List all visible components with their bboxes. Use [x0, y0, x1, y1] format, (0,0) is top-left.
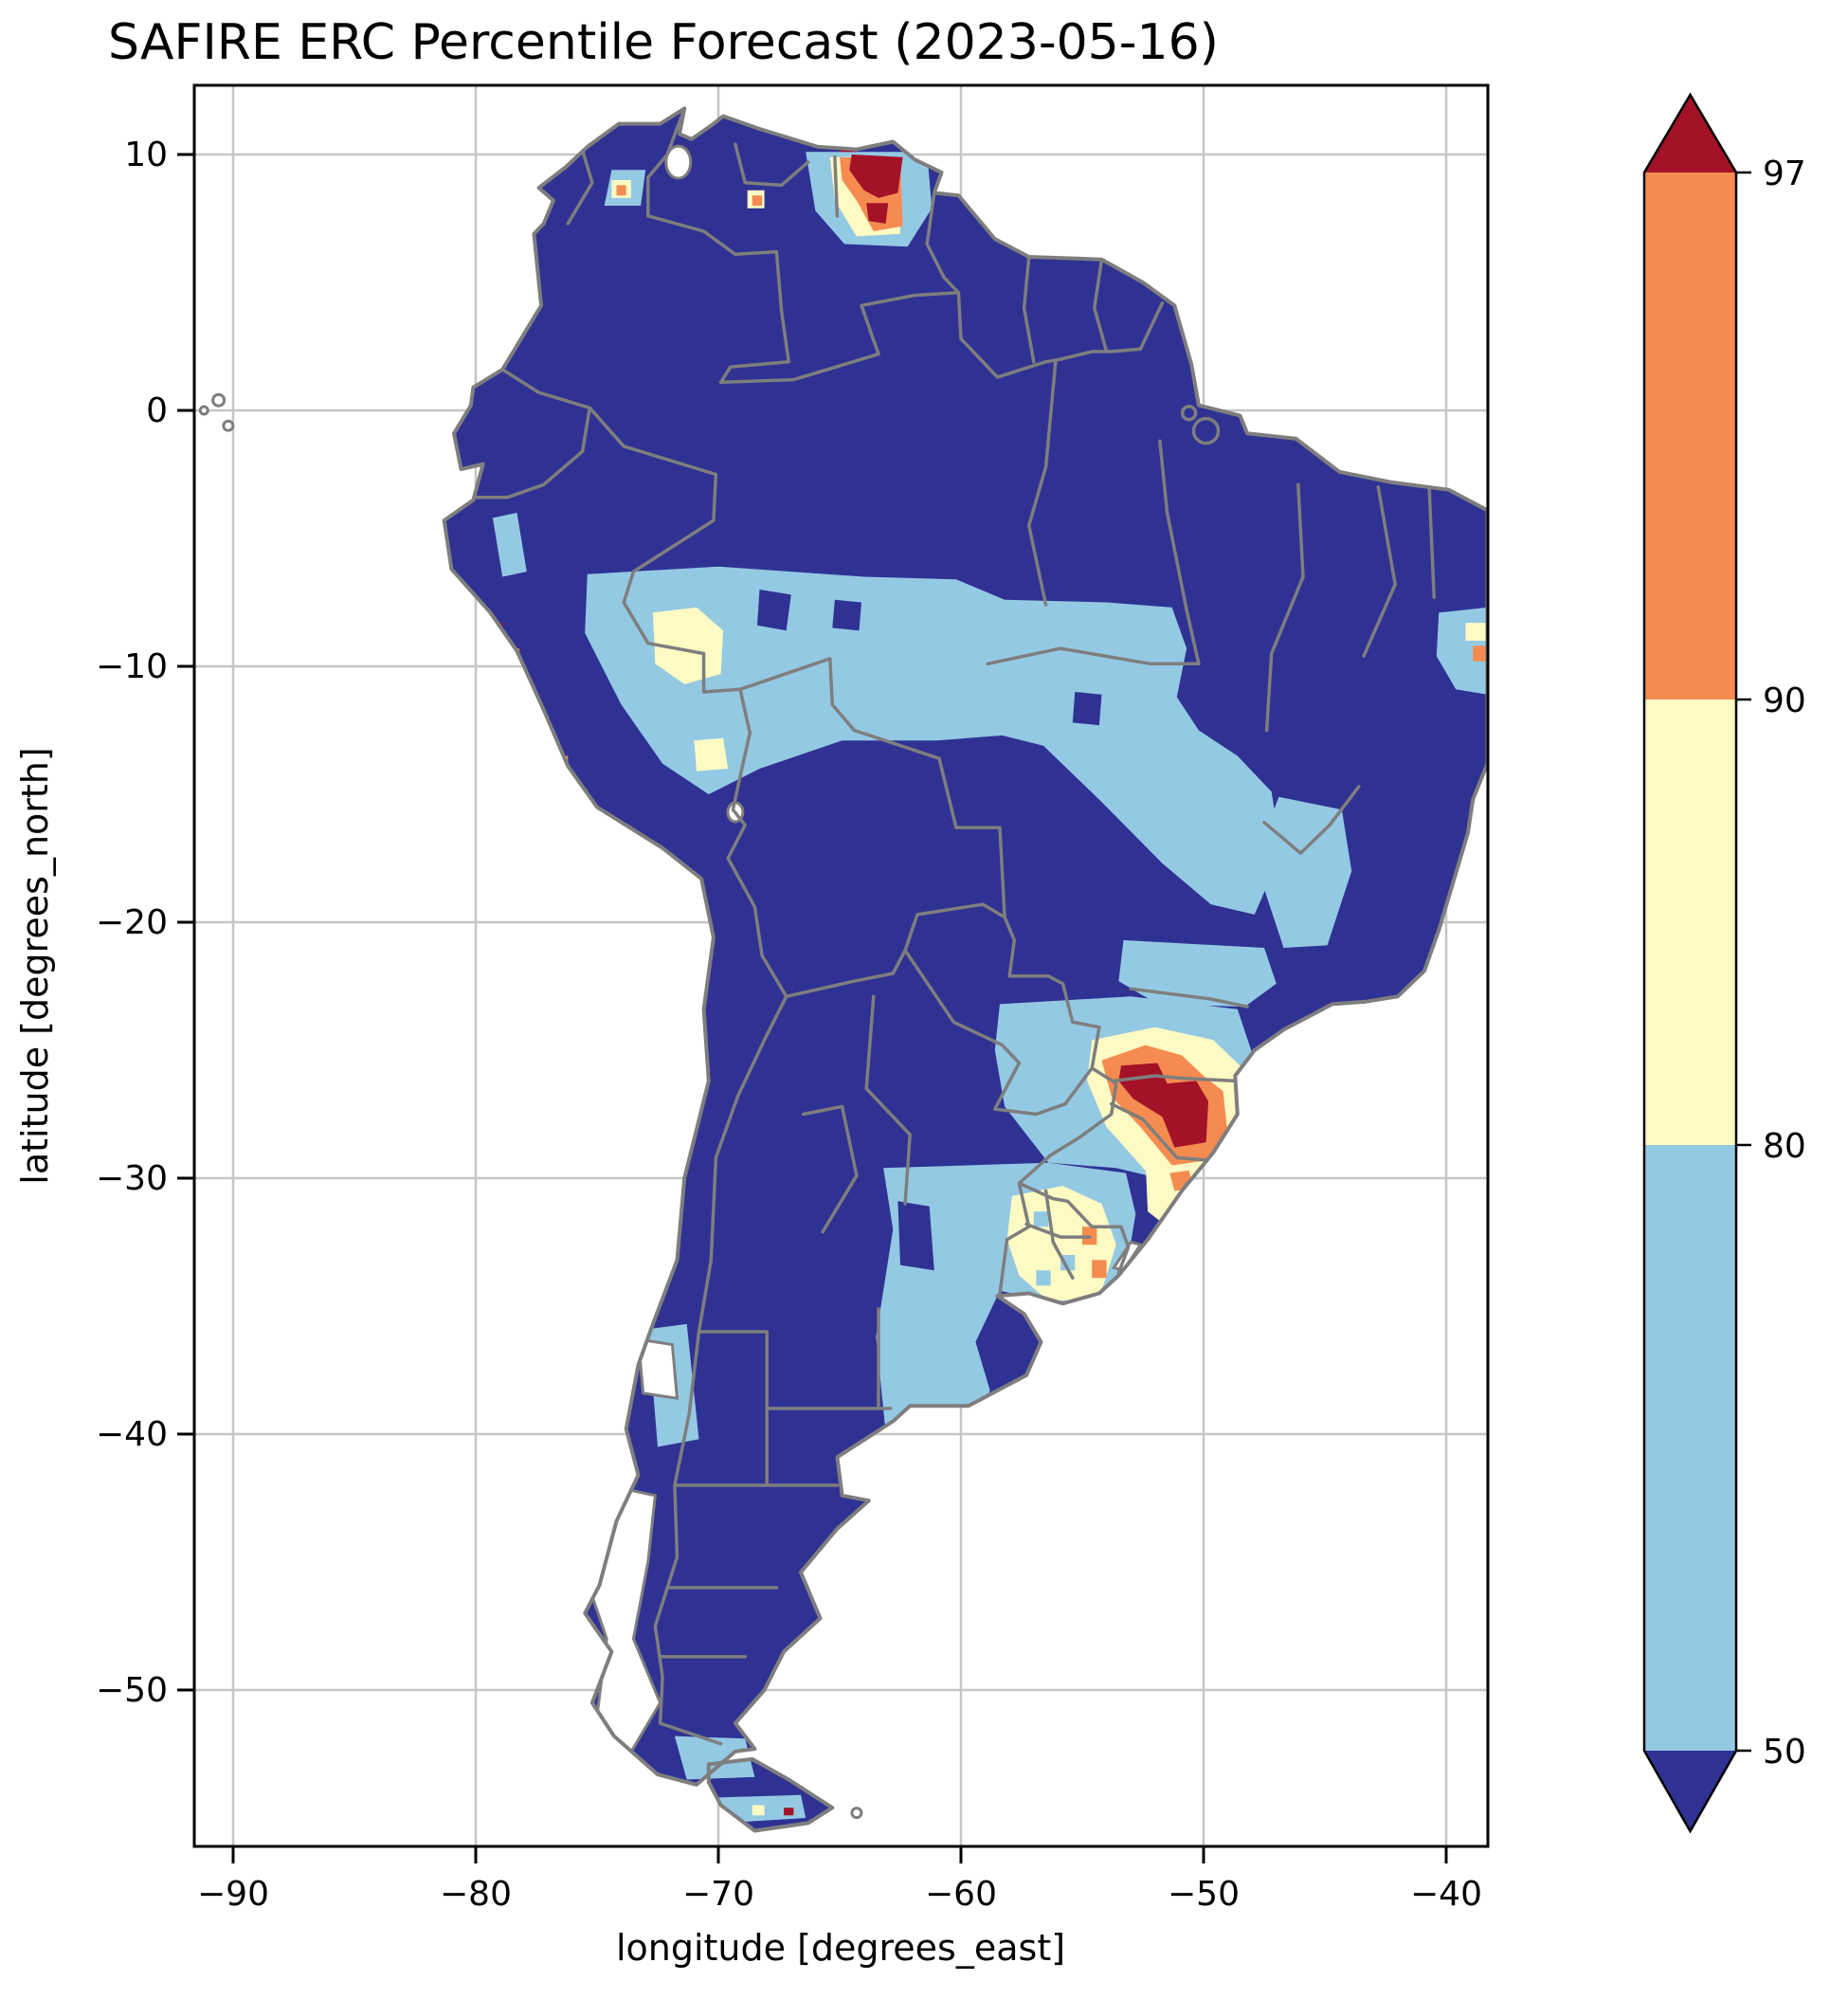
- y-tick-label: −40: [96, 1415, 168, 1454]
- x-tick-label: −70: [682, 1875, 754, 1914]
- admin-border: [1129, 987, 1249, 1009]
- x-axis: −90 −80 −70 −60 −50 −40: [197, 1846, 1482, 1914]
- cells-sao-paulo: [1118, 939, 1277, 1008]
- admin-border: [1043, 1189, 1075, 1281]
- admin-border: [903, 948, 1094, 1117]
- admin-border: [1026, 359, 1058, 607]
- cells-minas: [1264, 796, 1352, 948]
- admin-border: [734, 142, 810, 188]
- cells-ne-brazil-yellow: [1465, 623, 1488, 641]
- colorbar-extend-min: [1644, 1751, 1736, 1831]
- cells-uruguay-speckle-3: [1036, 1270, 1051, 1286]
- y-axis: 10 0 −10 −20 −30 −40 −50: [96, 136, 194, 1710]
- cells-hole-santa-fe: [897, 1201, 934, 1271]
- island-galapagos-3: [222, 419, 235, 432]
- admin-border: [864, 994, 912, 1206]
- x-axis-label: longitude [degrees_east]: [616, 1927, 1065, 1969]
- admin-borders: [469, 108, 1436, 1746]
- island-galapagos-1: [211, 392, 226, 408]
- cells-venezuela-red-main: [849, 154, 903, 198]
- cells-central-band: [585, 566, 1281, 915]
- raster-layer: [469, 108, 1488, 1824]
- colorbar-tick-label: 50: [1763, 1733, 1806, 1772]
- x-tick-label: −50: [1168, 1875, 1240, 1914]
- cells-magellan-strait: [674, 1735, 755, 1780]
- cells-catatumbo-orange: [616, 185, 626, 196]
- admin-border: [1093, 257, 1109, 354]
- cells-madre-de-dios-yellow: [694, 737, 729, 772]
- y-axis-label: latitude [degrees_north]: [14, 747, 56, 1184]
- nodata-south-chile-gap: [636, 1337, 679, 1400]
- figure-title: SAFIRE ERC Percentile Forecast (2023-05-…: [108, 14, 1219, 71]
- cells-hotspot-red: [1118, 1063, 1209, 1148]
- admin-border: [500, 368, 752, 861]
- admin-border: [646, 108, 1165, 385]
- cells-uruguay-speckle-1: [1033, 1211, 1049, 1227]
- admin-border: [1427, 485, 1436, 599]
- admin-border: [653, 856, 788, 1746]
- cells-uruguay-speckle-2: [1060, 1255, 1076, 1271]
- admin-border: [1017, 1181, 1131, 1290]
- colorbar-segment-90-97: [1644, 173, 1736, 700]
- y-tick-label: −30: [96, 1159, 168, 1198]
- admin-border: [1112, 1074, 1238, 1083]
- island-isla-de-los-estados: [850, 1807, 863, 1820]
- colorbar-segment-80-90: [1644, 700, 1736, 1145]
- y-tick-label: 10: [124, 136, 168, 174]
- admin-border: [833, 154, 840, 218]
- admin-border: [1362, 485, 1397, 658]
- cells-acre-yellow: [652, 607, 724, 684]
- admin-border: [1158, 439, 1201, 666]
- admin-border: [801, 1104, 859, 1234]
- y-tick-label: 0: [146, 391, 168, 430]
- colorbar-segment-50-80: [1644, 1145, 1736, 1751]
- coastline: [442, 106, 1490, 1787]
- cells-ne-brazil-orange: [1473, 645, 1488, 662]
- island-galapagos-2: [198, 405, 209, 416]
- render-root: −90 −80 −70 −60 −50 −40 10 0 −10 −20 −30 −40 −50 97 90…: [96, 83, 1806, 1914]
- admin-border: [1264, 482, 1305, 733]
- y-tick-label: −20: [96, 903, 168, 942]
- admin-border: [1024, 1222, 1092, 1239]
- admin-border: [998, 1066, 1118, 1296]
- admin-border: [697, 1330, 769, 1485]
- admin-border: [469, 406, 592, 500]
- lake-lake-maracaibo: [664, 144, 693, 180]
- colorbar-tick-label: 90: [1763, 681, 1806, 720]
- colorbar-extend-max: [1644, 95, 1736, 173]
- island-amazon-delta-isle: [1180, 404, 1198, 422]
- cells-peru-coast-orange-2: [531, 718, 549, 736]
- admin-border: [925, 191, 961, 295]
- cells-hole-band-1: [757, 590, 791, 631]
- x-tick-label: −80: [440, 1875, 512, 1914]
- admin-border: [784, 902, 1101, 1070]
- y-tick-label: −10: [96, 647, 168, 686]
- cells-tdf-red-speck: [784, 1808, 794, 1816]
- colorbar-tick-label: 80: [1763, 1127, 1806, 1166]
- admin-border: [1109, 1101, 1210, 1162]
- plot-frame: [192, 83, 1490, 1848]
- cells-uruguay-orange-2: [1092, 1260, 1107, 1279]
- coastline-tdf: [706, 1756, 835, 1833]
- admin-border: [1262, 785, 1361, 855]
- island-marajo: [1191, 416, 1221, 445]
- cells-hole-mato-grosso: [1072, 692, 1102, 726]
- y-tick-label: −50: [96, 1671, 168, 1710]
- x-tick-label: −40: [1410, 1875, 1482, 1914]
- cells-venezuela-red-south: [866, 203, 889, 224]
- cells-apure-orange: [752, 195, 763, 206]
- cells-tdf-yellow-speck: [752, 1805, 765, 1816]
- admin-border: [1022, 255, 1036, 364]
- colorbar-tick-label: 97: [1763, 154, 1806, 193]
- landmass-south-america: [444, 108, 1488, 1785]
- colorbar: 97 90 80 50: [1642, 92, 1806, 1834]
- x-tick-label: −90: [197, 1875, 269, 1914]
- cells-north-peru-andes: [492, 513, 527, 577]
- cells-hole-band-2: [832, 599, 861, 631]
- admin-border: [738, 657, 1006, 919]
- x-tick-label: −60: [925, 1875, 997, 1914]
- admin-border: [986, 646, 1201, 666]
